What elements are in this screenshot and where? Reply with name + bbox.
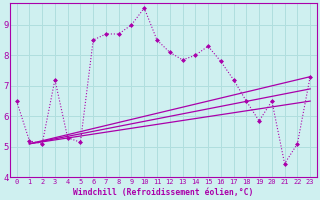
X-axis label: Windchill (Refroidissement éolien,°C): Windchill (Refroidissement éolien,°C) <box>73 188 253 197</box>
